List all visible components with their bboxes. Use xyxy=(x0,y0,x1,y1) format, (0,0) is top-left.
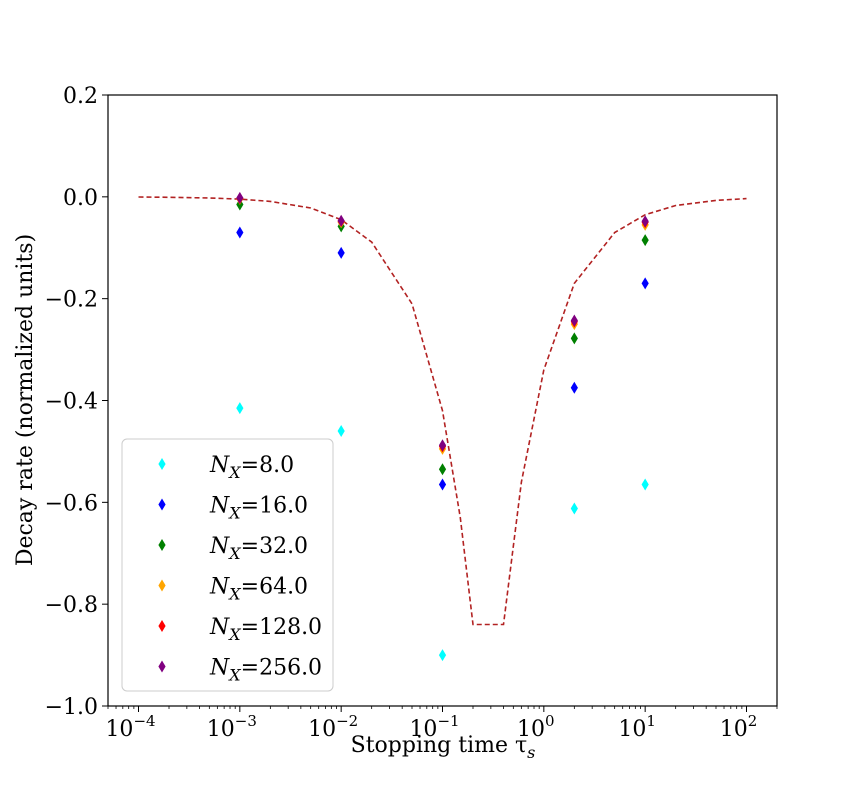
y-tick-label: −0.4 xyxy=(45,390,98,415)
y-tick-label: −0.8 xyxy=(45,593,98,618)
x-tick-label: 10−2 xyxy=(308,712,358,742)
x-axis-label-subscript: s xyxy=(527,743,535,762)
data-point xyxy=(641,215,649,228)
x-tick-label: 101 xyxy=(618,712,656,742)
data-point xyxy=(641,478,649,491)
model-curve xyxy=(138,196,747,626)
points-layer xyxy=(236,191,649,662)
data-point xyxy=(236,402,244,415)
y-tick-label: 0.2 xyxy=(63,84,98,109)
x-tick-label: 10−3 xyxy=(207,712,257,742)
data-point xyxy=(570,332,578,345)
y-axis-label: Decay rate (normalized units) xyxy=(13,234,38,566)
data-point xyxy=(236,191,244,204)
data-point xyxy=(570,314,578,327)
data-point xyxy=(337,246,345,259)
y-tick-label: −1.0 xyxy=(45,695,98,720)
legend-marker xyxy=(158,539,166,551)
legend-marker xyxy=(158,458,166,470)
x-tick-label: 100 xyxy=(517,712,555,742)
legend-marker xyxy=(158,579,166,592)
data-point xyxy=(641,277,649,290)
legend-marker xyxy=(158,660,166,673)
legend-label: NX=64.0 xyxy=(209,575,308,604)
data-point xyxy=(438,439,447,452)
legend-marker xyxy=(158,498,166,511)
legend-label: NX=16.0 xyxy=(209,494,308,523)
y-tick-label: 0.0 xyxy=(63,186,98,211)
data-point xyxy=(236,226,244,239)
data-point xyxy=(570,502,578,515)
legend-label: NX=32.0 xyxy=(209,534,308,563)
x-tick-label: 102 xyxy=(720,712,758,742)
x-tick-label: 10−1 xyxy=(409,712,459,742)
x-tick-label: 10−4 xyxy=(105,712,155,742)
curve-layer xyxy=(138,196,747,626)
data-point xyxy=(438,463,447,476)
data-point xyxy=(641,234,649,247)
data-point xyxy=(570,381,578,394)
legend-marker xyxy=(158,620,166,632)
data-point xyxy=(438,649,447,662)
legend-entries: NX=8.0 NX=16.0 NX=32.0 NX=64.0 NX=128.0 NX=25… xyxy=(158,453,322,685)
y-axis-ticks: 0.2 0.0 −0.2 −0.4 −0.6 −0.8 −1.0 xyxy=(45,84,108,720)
data-point xyxy=(438,478,447,491)
y-tick-label: −0.6 xyxy=(45,491,98,516)
x-axis-label: Stopping time τs xyxy=(351,733,536,762)
legend-label: NX=256.0 xyxy=(209,656,322,685)
data-point xyxy=(337,425,345,438)
data-point xyxy=(337,214,345,227)
legend: NX=8.0 NX=16.0 NX=32.0 NX=64.0 NX=128.0 NX=25… xyxy=(121,438,334,692)
legend-label: NX=128.0 xyxy=(209,615,322,644)
legend-label: NX=8.0 xyxy=(209,453,294,482)
x-axis-ticks: 10−4 10−3 10−2 10−1 100 101 102 xyxy=(105,706,778,742)
y-tick-label: −0.2 xyxy=(45,288,98,313)
legend-box xyxy=(121,438,334,692)
